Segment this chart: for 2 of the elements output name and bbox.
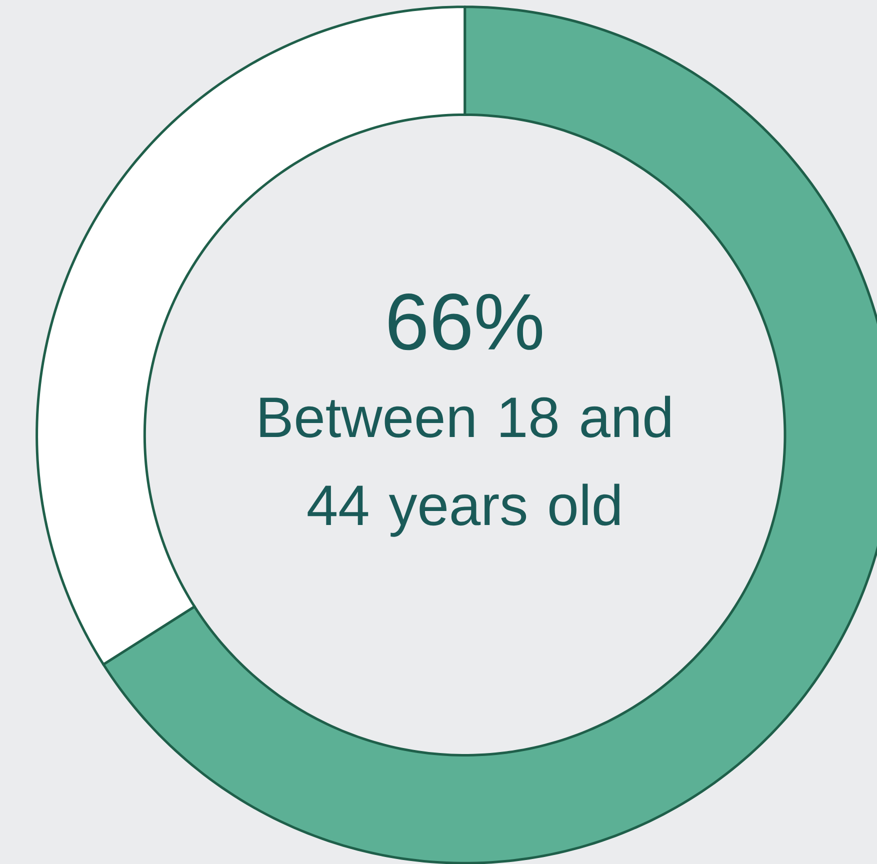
- text: Between 18 and 44 years old: [260, 396, 670, 537]
- data-label: 66%: [388, 294, 542, 350]
